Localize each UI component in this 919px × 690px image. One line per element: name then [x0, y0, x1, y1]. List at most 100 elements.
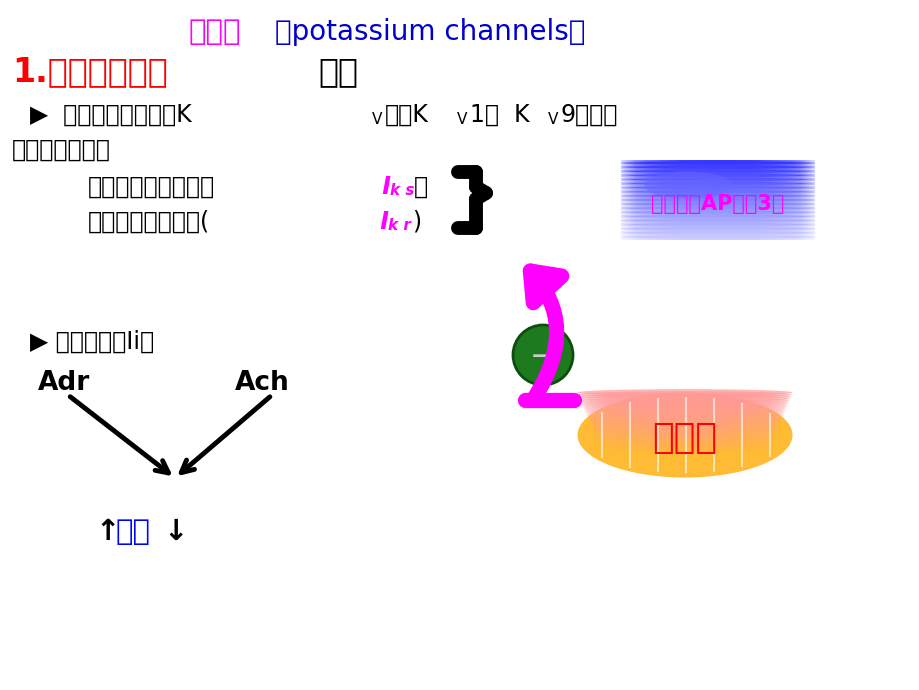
Ellipse shape: [619, 170, 814, 172]
Text: ): ): [412, 210, 421, 234]
Ellipse shape: [586, 414, 782, 420]
Text: 通道: 通道: [318, 55, 357, 88]
Ellipse shape: [619, 192, 814, 194]
Ellipse shape: [619, 160, 814, 162]
Text: k s: k s: [390, 183, 414, 198]
Ellipse shape: [578, 391, 791, 398]
Ellipse shape: [593, 432, 776, 439]
Ellipse shape: [619, 190, 814, 193]
Ellipse shape: [619, 181, 814, 183]
Ellipse shape: [583, 406, 786, 413]
Ellipse shape: [619, 199, 814, 201]
Text: ）：K: ）：K: [384, 103, 428, 127]
Ellipse shape: [619, 222, 814, 224]
Text: ）: ）: [414, 175, 427, 199]
Text: ↑: ↑: [95, 518, 119, 546]
Ellipse shape: [619, 217, 814, 219]
Text: ▶  延迟整流钾通道（K: ▶ 延迟整流钾通道（K: [30, 103, 191, 127]
Ellipse shape: [591, 426, 777, 433]
Ellipse shape: [619, 186, 814, 188]
Ellipse shape: [583, 404, 786, 411]
Ellipse shape: [619, 215, 814, 217]
Ellipse shape: [589, 422, 779, 428]
Text: Ach: Ach: [234, 370, 289, 396]
Ellipse shape: [619, 182, 814, 184]
Ellipse shape: [585, 412, 783, 418]
Ellipse shape: [619, 221, 814, 223]
Text: （potassium channels）: （potassium channels）: [275, 18, 584, 46]
Ellipse shape: [619, 168, 814, 170]
Ellipse shape: [584, 410, 784, 417]
Ellipse shape: [587, 416, 781, 422]
Circle shape: [513, 325, 573, 385]
Text: k r: k r: [388, 218, 411, 233]
Ellipse shape: [582, 402, 787, 408]
Text: V: V: [548, 112, 558, 127]
Text: 1～  K: 1～ K: [470, 103, 529, 127]
Ellipse shape: [590, 424, 778, 431]
Ellipse shape: [619, 177, 814, 179]
Ellipse shape: [584, 408, 785, 415]
Ellipse shape: [593, 430, 776, 437]
Ellipse shape: [619, 224, 814, 226]
Ellipse shape: [577, 389, 791, 396]
Ellipse shape: [619, 202, 814, 204]
Text: Adr: Adr: [38, 370, 90, 396]
Ellipse shape: [619, 212, 814, 213]
Ellipse shape: [619, 237, 814, 239]
Ellipse shape: [588, 418, 781, 424]
Text: I: I: [371, 210, 389, 234]
Ellipse shape: [619, 172, 814, 174]
Ellipse shape: [594, 434, 775, 441]
Ellipse shape: [619, 161, 814, 164]
Ellipse shape: [619, 204, 814, 206]
Ellipse shape: [619, 233, 814, 235]
Ellipse shape: [619, 213, 814, 215]
Ellipse shape: [619, 197, 814, 199]
Ellipse shape: [619, 238, 814, 240]
Text: 9，外向: 9，外向: [561, 103, 618, 127]
Ellipse shape: [619, 210, 814, 213]
Ellipse shape: [619, 188, 814, 190]
Text: ↓: ↓: [163, 518, 187, 546]
Ellipse shape: [619, 206, 814, 208]
Ellipse shape: [619, 229, 814, 230]
Ellipse shape: [579, 395, 789, 402]
Text: 慢激活整流钾通道（: 慢激活整流钾通道（: [88, 175, 215, 199]
Text: 心率: 心率: [116, 518, 151, 546]
Text: I: I: [374, 175, 391, 199]
Ellipse shape: [619, 219, 814, 221]
Ellipse shape: [581, 400, 788, 406]
Ellipse shape: [619, 231, 814, 233]
Ellipse shape: [619, 218, 814, 220]
Text: ▶ 起搏电流（Ii）: ▶ 起搏电流（Ii）: [30, 330, 154, 354]
Text: V: V: [371, 112, 382, 127]
Ellipse shape: [619, 163, 814, 165]
Ellipse shape: [596, 440, 772, 447]
Ellipse shape: [643, 171, 732, 199]
Text: 心肌细胞AP复极3期: 心肌细胞AP复极3期: [651, 194, 784, 214]
Ellipse shape: [619, 209, 814, 211]
Ellipse shape: [619, 235, 814, 237]
Ellipse shape: [619, 225, 814, 227]
Ellipse shape: [619, 189, 814, 191]
Ellipse shape: [619, 176, 814, 178]
Text: 胺碘酮: 胺碘酮: [652, 421, 717, 455]
Ellipse shape: [619, 208, 814, 210]
Ellipse shape: [619, 230, 814, 232]
Ellipse shape: [592, 428, 777, 435]
Ellipse shape: [619, 179, 814, 181]
Ellipse shape: [578, 393, 790, 400]
Ellipse shape: [619, 180, 814, 181]
Text: V: V: [457, 112, 467, 127]
Ellipse shape: [619, 185, 814, 187]
Text: 电流，膜复极化: 电流，膜复极化: [12, 138, 111, 162]
Ellipse shape: [619, 196, 814, 197]
Ellipse shape: [595, 436, 774, 443]
Ellipse shape: [588, 420, 780, 426]
Ellipse shape: [580, 397, 789, 404]
Ellipse shape: [619, 226, 814, 228]
Ellipse shape: [619, 198, 814, 200]
Ellipse shape: [619, 169, 814, 171]
Ellipse shape: [619, 201, 814, 203]
